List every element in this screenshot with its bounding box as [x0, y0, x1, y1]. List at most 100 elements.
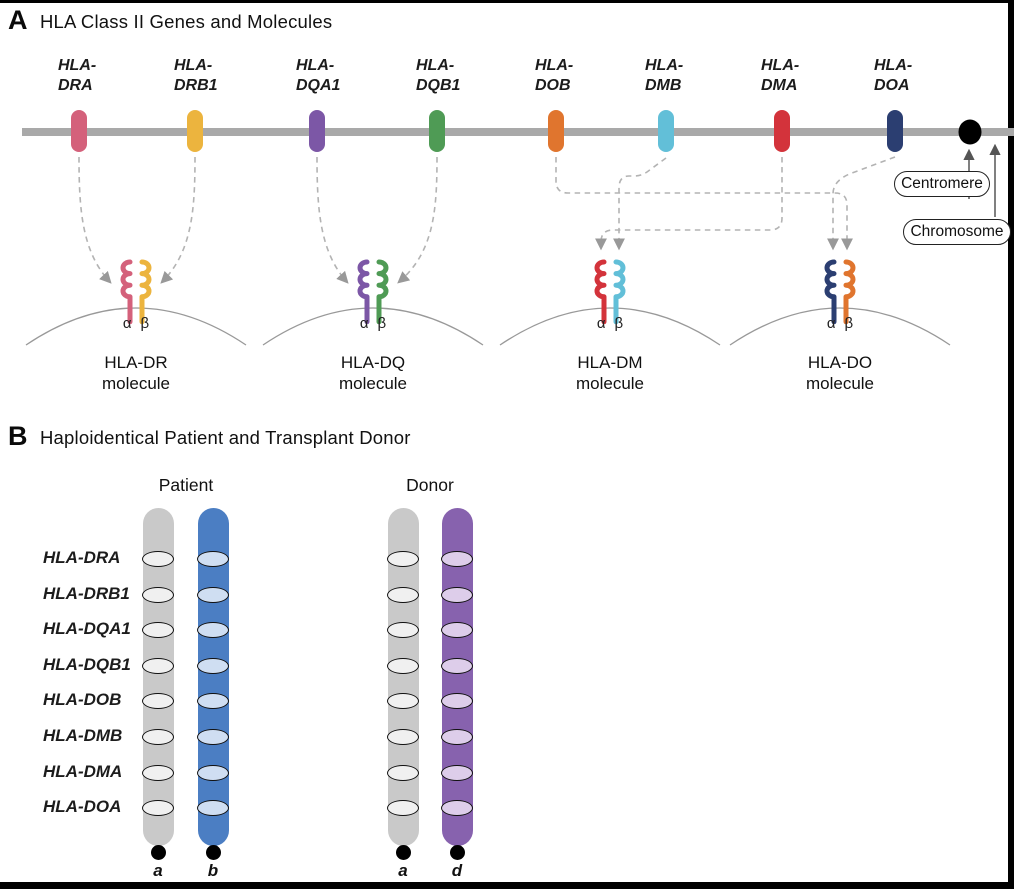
telomere-dot: [150, 845, 166, 860]
gene-label-line2: DMB: [645, 77, 682, 94]
molecule-name: HLA-DR: [104, 353, 168, 372]
molecule-sublabel: molecule: [805, 374, 875, 393]
locus-patient-b-HLA-DQB1: [197, 657, 229, 674]
locus-donor-d-HLA-DQA1: [441, 622, 473, 639]
locus-patient-a-HLA-DMB: [142, 729, 174, 745]
beta-label: β: [844, 315, 854, 332]
row-label-HLA-DRB1: HLA-DRB1: [43, 583, 130, 603]
telomere-dot: [395, 845, 411, 860]
telomere-dot: [205, 845, 221, 860]
gene-label-HLA-DOA: HLA- DOA: [874, 56, 912, 96]
locus-donor-a-HLA-DMA: [387, 764, 419, 781]
membrane-arc-HLA-DQ: [262, 307, 484, 346]
locus-donor-a-HLA-DQB1: [387, 657, 419, 674]
chromosome-callout: Chromosome: [903, 219, 1011, 245]
centromere-callout: Centromere: [894, 171, 990, 197]
panel-a-title: HLA Class II Genes and Molecules: [40, 11, 333, 32]
patient-column-header: Patient: [158, 475, 214, 495]
molecule-sublabel: molecule: [338, 374, 408, 393]
row-label-HLA-DQB1: HLA-DQB1: [43, 654, 131, 674]
locus-patient-b-HLA-DQA1: [197, 622, 229, 639]
alpha-label: α: [596, 315, 606, 332]
donor-column-header: Donor: [406, 475, 454, 495]
panel-b-letter: B: [8, 421, 28, 451]
alpha-label: α: [122, 315, 132, 332]
membrane-arc-HLA-DR: [25, 307, 247, 346]
locus-donor-a-HLA-DRB1: [387, 586, 419, 603]
molecule-sublabel: molecule: [575, 374, 645, 393]
gene-label-line1: HLA-: [296, 57, 335, 74]
HLA-DQ-beta-chain: [376, 259, 389, 325]
gene-label-HLA-DQA1: HLA- DQA1: [296, 56, 340, 96]
gene-marker-HLA-DOA: [887, 110, 903, 152]
molecule-label-HLA-DM: HLA-DM molecule: [540, 352, 680, 394]
beta-label: β: [377, 315, 387, 332]
gene-label-line2: DRA: [58, 77, 93, 94]
connector-HLA-DOA: [827, 156, 896, 251]
gene-label-HLA-DRB1: HLA- DRB1: [174, 56, 218, 96]
row-label-HLA-DMB: HLA-DMB: [43, 726, 123, 745]
connector-HLA-DQB1: [397, 156, 438, 284]
panel-a-letter: A: [8, 5, 28, 35]
locus-patient-b-HLA-DOA: [197, 800, 229, 817]
gene-label-HLA-DMB: HLA- DMB: [645, 56, 683, 96]
gene-label-line2: DOB: [535, 77, 571, 94]
row-label-HLA-DOA: HLA-DOA: [43, 797, 122, 817]
HLA-DR-alpha-chain: [120, 259, 133, 325]
connector-HLA-DRB1: [160, 156, 196, 284]
figure-border-bottom: [0, 882, 1014, 889]
haplotype-letter-a: a: [153, 861, 163, 880]
row-label-HLA-DRA: HLA-DRA: [43, 548, 121, 567]
haplotype-letter-b: b: [207, 861, 219, 880]
gene-label-line1: HLA-: [761, 57, 800, 74]
membrane-arc-HLA-DO: [729, 307, 951, 346]
locus-patient-a-HLA-DOB: [142, 693, 174, 710]
locus-patient-a-HLA-DOA: [142, 800, 174, 817]
gene-marker-HLA-DQB1: [429, 110, 445, 152]
gene-label-line2: DQB1: [416, 77, 461, 94]
gene-marker-HLA-DOB: [548, 110, 564, 152]
locus-donor-d-HLA-DMA: [441, 764, 473, 781]
locus-patient-b-HLA-DRB1: [197, 586, 229, 603]
gene-label-HLA-DQB1: HLA- DQB1: [416, 56, 460, 96]
locus-patient-a-HLA-DRB1: [142, 586, 174, 603]
locus-donor-a-HLA-DOA: [387, 800, 419, 817]
locus-donor-a-HLA-DOB: [387, 693, 419, 710]
gene-marker-HLA-DQA1: [309, 110, 325, 152]
locus-patient-b-HLA-DRA: [197, 551, 229, 567]
gene-label-line1: HLA-: [58, 57, 97, 74]
gene-label-HLA-DMA: HLA- DMA: [761, 56, 799, 96]
molecule-name: HLA-DQ: [340, 353, 406, 372]
haplotype-letter-d: d: [451, 861, 463, 880]
gene-label-line2: DRB1: [174, 77, 218, 94]
locus-donor-d-HLA-DOA: [441, 800, 473, 817]
locus-patient-b-HLA-DMB: [197, 729, 229, 745]
gene-label-HLA-DOB: HLA- DOB: [535, 56, 573, 96]
locus-donor-d-HLA-DQB1: [441, 657, 473, 674]
HLA-DO-beta-chain: [843, 259, 856, 325]
locus-donor-a-HLA-DQA1: [387, 622, 419, 639]
gene-label-line1: HLA-: [874, 57, 913, 74]
molecule-label-HLA-DQ: HLA-DQ molecule: [303, 352, 443, 394]
connector-HLA-DMA: [595, 157, 783, 251]
molecule-sublabel: molecule: [101, 374, 171, 393]
telomere-dot: [449, 845, 465, 860]
locus-patient-a-HLA-DQB1: [142, 657, 174, 674]
figure-border-top: [0, 0, 1014, 3]
row-label-HLA-DMA: HLA-DMA: [43, 761, 123, 781]
connector-HLA-DRA: [78, 156, 112, 284]
locus-patient-a-HLA-DRA: [142, 551, 174, 567]
locus-donor-a-HLA-DRA: [387, 551, 419, 567]
locus-donor-d-HLA-DRB1: [441, 586, 473, 603]
locus-donor-d-HLA-DMB: [441, 729, 473, 745]
beta-label: β: [614, 315, 624, 332]
alpha-label: α: [359, 315, 369, 332]
gene-marker-HLA-DMB: [658, 110, 674, 152]
gene-label-line2: DQA1: [296, 77, 341, 94]
connector-HLA-DOB: [555, 157, 853, 251]
locus-patient-a-HLA-DMA: [142, 764, 174, 781]
